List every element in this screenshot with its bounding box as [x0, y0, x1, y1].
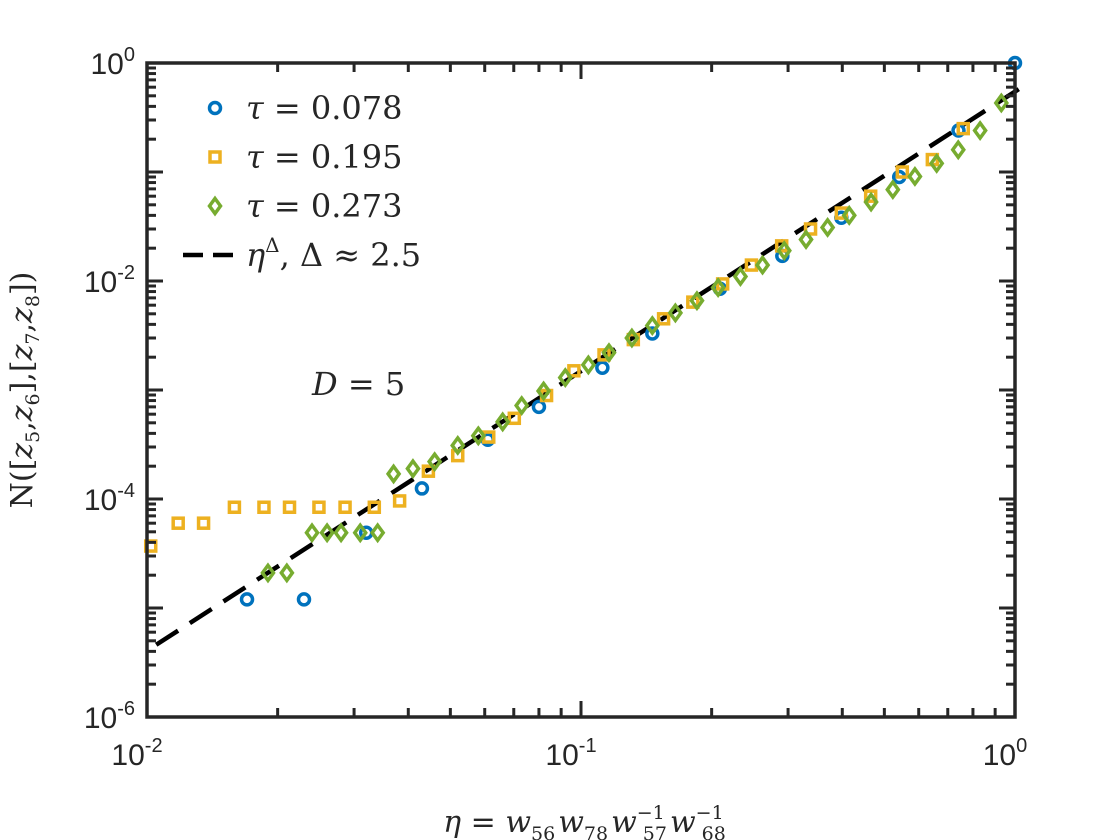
data-point-series-3 [754, 254, 771, 276]
x-axis-label: η = w56 w78 w−1 57 w−1 68 [443, 802, 729, 840]
data-point-series-3 [426, 451, 443, 473]
data-point-series-3 [624, 327, 640, 349]
x-tick-label: 10-2 [111, 735, 162, 772]
x-tick-label: 10-1 [545, 735, 596, 772]
data-point-series-1 [595, 360, 610, 376]
legend: τ = 0.078 τ = 0.195 τ = 0.273 ηΔ, Δ ≈ 2.5 [183, 89, 421, 274]
data-point-series-3 [535, 380, 552, 402]
legend-label: ηΔ, Δ ≈ 2.5 [246, 233, 421, 274]
data-point-series-2 [863, 189, 878, 203]
data-point-series-3 [644, 315, 660, 337]
data-point-series-3 [993, 92, 1009, 114]
data-point-series-3 [260, 562, 276, 584]
data-point-series-3 [279, 562, 295, 584]
data-point-series-2 [312, 500, 326, 515]
data-point-series-3 [950, 139, 966, 161]
data-point-series-2 [567, 364, 581, 378]
data-point-series-3 [601, 342, 617, 364]
data-point-series-3 [514, 395, 530, 417]
data-point-series-3 [863, 191, 879, 213]
data-point-series-3 [352, 522, 368, 544]
data-point-series-2 [338, 500, 352, 515]
data-point-series-2 [507, 411, 522, 426]
data-point-series-3 [710, 277, 726, 299]
data-point-series-3 [304, 522, 320, 544]
data-point-series-1 [239, 592, 255, 607]
data-point-series-3 [385, 463, 402, 485]
data-point-series-2 [171, 516, 185, 530]
fit-line-layer [154, 86, 1022, 647]
data-point-series-1 [531, 399, 547, 415]
data-point-series-3 [732, 266, 749, 287]
data-point-series-3 [580, 354, 597, 376]
x-tick-label: 100 [983, 735, 1028, 772]
data-point-series-3 [819, 216, 836, 238]
data-point-series-3 [470, 425, 486, 447]
legend-marker [207, 195, 223, 217]
axis-ticks: 10-2 10-1 100 10-6 10-4 10-2 100 [84, 44, 1027, 772]
data-point-series-2 [196, 516, 211, 530]
data-point-series-3 [557, 367, 573, 389]
data-point-series-3 [333, 522, 349, 544]
y-tick-label: 10-2 [84, 262, 135, 299]
data-point-series-2 [482, 430, 496, 444]
data-point-series-1 [645, 326, 660, 341]
data-point-series-2 [367, 500, 382, 515]
data-point-series-2 [956, 121, 971, 136]
data-point-series-3 [405, 458, 421, 480]
legend-label: τ = 0.195 [246, 138, 402, 176]
data-point-series-3 [495, 411, 511, 433]
legend-marker [208, 150, 222, 164]
y-tick-label: 10-4 [84, 480, 135, 517]
data-point-series-2 [803, 222, 818, 236]
legend-label: τ = 0.078 [246, 89, 402, 127]
data-point-series-3 [776, 240, 792, 262]
y-tick-label: 100 [91, 44, 136, 81]
data-point-series-3 [841, 204, 857, 226]
data-point-series-2 [656, 312, 671, 326]
data-point-series-3 [972, 120, 988, 142]
data-point-series-2 [392, 494, 407, 508]
data-point-series-3 [907, 166, 923, 187]
data-point-series-3 [667, 302, 684, 324]
data-point-series-1 [414, 481, 430, 496]
data-point-series-3 [450, 434, 466, 456]
data-markers [143, 55, 1023, 607]
legend-label: τ = 0.273 [246, 187, 402, 225]
y-axis-label: N([z5,z6],[z7,z8]) [5, 272, 44, 509]
data-point-series-3 [319, 522, 335, 544]
data-point-series-3 [885, 179, 901, 201]
data-point-series-3 [798, 229, 814, 251]
annotation-d: D = 5 [311, 365, 405, 403]
data-point-series-2 [895, 165, 910, 179]
data-point-series-2 [282, 500, 297, 515]
data-point-series-2 [227, 500, 242, 515]
data-point-series-3 [369, 522, 386, 544]
data-point-series-2 [421, 464, 436, 478]
data-point-series-2 [257, 500, 271, 515]
legend-marker [207, 100, 223, 116]
data-point-series-1 [296, 592, 312, 607]
y-tick-label: 10-6 [84, 698, 135, 735]
data-point-series-3 [689, 290, 705, 312]
fit-line [154, 86, 1022, 647]
data-point-series-3 [929, 152, 945, 174]
